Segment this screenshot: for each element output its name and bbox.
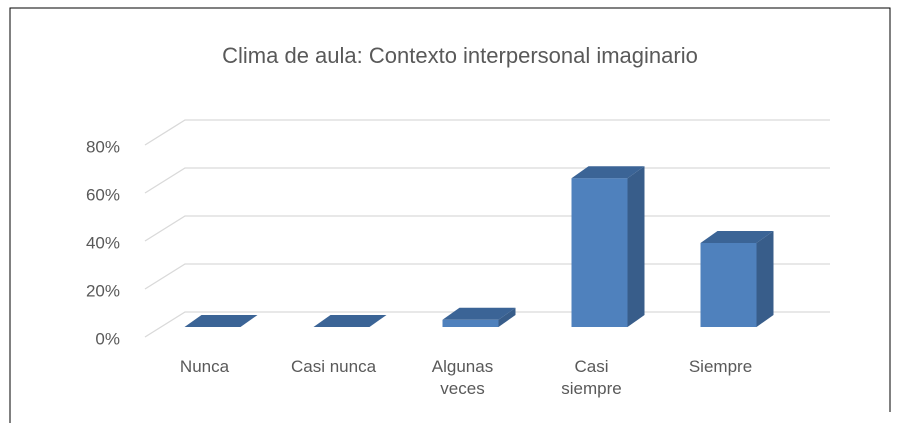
- bar-side: [498, 307, 516, 327]
- chart-title: Clima de aula: Contexto interpersonal im…: [222, 43, 698, 68]
- bar-front: [571, 178, 628, 327]
- x-tick-label-box: Casi nunca: [290, 357, 377, 376]
- x-tick-label-box: Siempre: [688, 357, 753, 376]
- y-tick-label: 80%: [86, 137, 120, 156]
- y-tick-label: 40%: [86, 233, 120, 252]
- chart-border: [9, 7, 891, 423]
- bar-side: [627, 166, 645, 327]
- x-tick-label: Nunca: [179, 357, 230, 376]
- grid-line: [144, 167, 830, 194]
- bar-top: [571, 166, 645, 179]
- bar-side: [756, 231, 774, 327]
- bar-front: [700, 243, 757, 327]
- x-tick-label-box: Nunca: [179, 357, 230, 376]
- bar-top: [442, 307, 516, 320]
- x-tick-label: Algunas veces: [431, 357, 494, 398]
- x-tick-label: Casi siempre: [561, 357, 622, 398]
- grid-line: [144, 119, 830, 146]
- bar-top: [700, 231, 774, 243]
- y-tick-label: 60%: [86, 185, 120, 204]
- bar: [571, 166, 645, 327]
- bar: [184, 315, 258, 327]
- bar: [313, 315, 387, 327]
- x-tick-label: Siempre: [688, 357, 753, 376]
- bar-top: [184, 315, 258, 327]
- bar-front: [442, 319, 499, 327]
- bar: [700, 231, 774, 327]
- bar-top: [313, 315, 387, 327]
- y-tick-label: 20%: [86, 281, 120, 300]
- y-tick-label: 0%: [95, 329, 120, 348]
- x-tick-label-box: Algunas veces: [431, 357, 494, 398]
- x-tick-label: Casi nunca: [290, 357, 377, 376]
- x-tick-label-box: Casi siempre: [561, 357, 622, 398]
- bar: [442, 307, 516, 327]
